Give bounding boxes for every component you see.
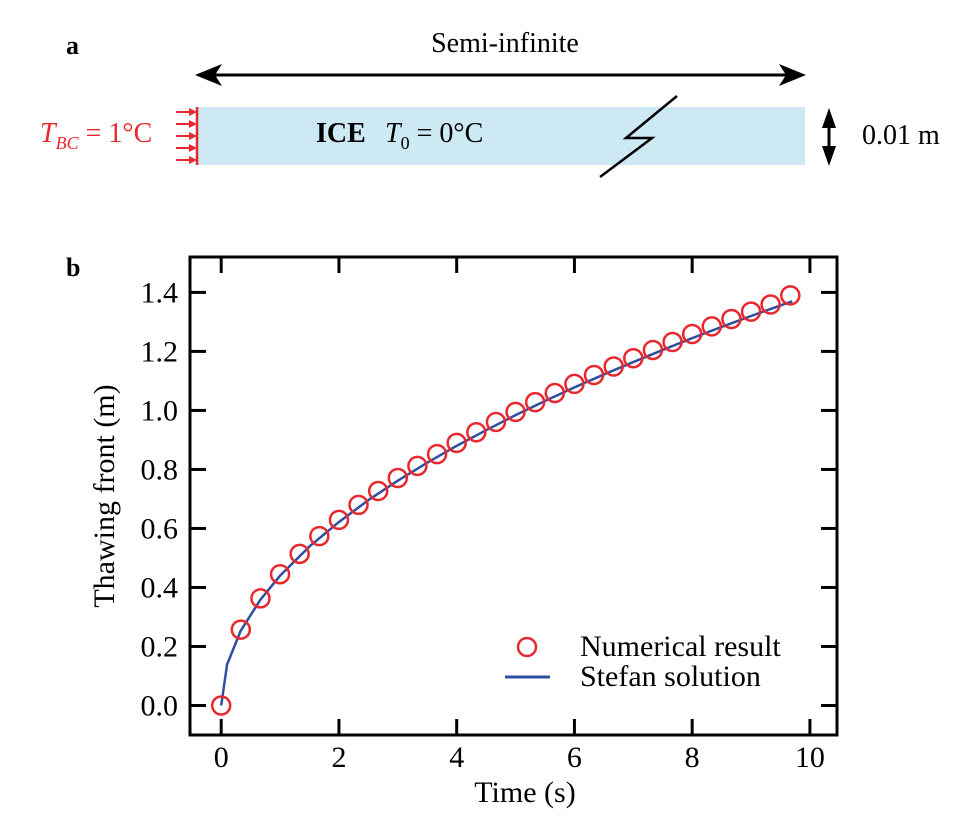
panel-b-label: b [66, 253, 80, 282]
numerical-result-point [662, 331, 683, 353]
break-symbol-icon [599, 95, 678, 178]
legend-marker-numerical [516, 636, 538, 658]
boundary-heat-arrows-icon [176, 107, 199, 165]
semi-infinite-arrow-icon [195, 64, 806, 86]
legend-label-stefan: Stefan solution [580, 660, 761, 693]
panel-b: b 0 2 4 6 8 10 0.0 0.2 0.4 0.6 0.8 1.0 1.2 1.4 Time (… [66, 253, 839, 809]
numerical-result-point [603, 356, 624, 377]
numerical-result-point [721, 308, 742, 330]
numerical-result-point [387, 467, 409, 489]
numerical-result-point [544, 382, 566, 404]
numerical-result-point [740, 301, 762, 322]
plot-frame [188, 255, 839, 737]
numerical-result-point [348, 494, 369, 516]
numerical-result-point [230, 619, 252, 640]
x-tick-label: 8 [685, 741, 700, 774]
bc-value: = 1°C [79, 118, 153, 149]
y-tick-label: 1.2 [141, 335, 179, 368]
t0-subscript: 0 [401, 133, 410, 153]
legend: Numerical result Stefan solution [505, 630, 781, 693]
numerical-result-point [269, 563, 291, 585]
numerical-result-point [760, 294, 781, 315]
y-tick-label: 0.8 [141, 453, 179, 486]
initial-temp-label: T0 = 0°C [385, 118, 483, 153]
bc-symbol: T [40, 118, 58, 149]
bc-subscript: BC [56, 133, 80, 153]
x-tick-label: 6 [567, 741, 582, 774]
numerical-result-point [780, 285, 801, 306]
numerical-result-point [681, 323, 703, 345]
legend-label-numerical: Numerical result [580, 630, 781, 663]
chart: 0 2 4 6 8 10 0.0 0.2 0.4 0.6 0.8 1.0 1.2 1.4 [141, 257, 837, 774]
panel-a-label: a [66, 31, 79, 60]
y-axis-label: Thawing front (m) [88, 384, 121, 607]
numerical-result-point [505, 401, 526, 423]
boundary-condition-label: TBC = 1°C [40, 118, 152, 153]
thickness-arrow-icon [822, 108, 836, 166]
numerical-result-point [328, 509, 350, 531]
t0-symbol: T [385, 118, 403, 149]
ice-domain [197, 107, 805, 165]
y-tick-label: 0.0 [141, 689, 179, 722]
y-tick-label: 0.4 [141, 571, 179, 604]
y-tick-label: 0.2 [141, 630, 179, 663]
numerical-result-point [309, 525, 330, 547]
numerical-result-point [426, 443, 448, 465]
numerical-result-point [583, 364, 605, 386]
numerical-result-point [623, 347, 644, 369]
x-tick-label: 2 [331, 741, 346, 774]
numerical-result-point [250, 588, 271, 609]
numerical-result-point [564, 373, 585, 395]
y-tick-label: 1.4 [141, 276, 179, 309]
numerical-result-point [466, 422, 487, 443]
ice-label: ICE [316, 118, 366, 149]
span-label: Semi-infinite [431, 28, 579, 59]
numerical-result-point [485, 411, 507, 433]
y-tick-label: 0.6 [141, 512, 179, 545]
numerical-result-point [367, 480, 389, 502]
x-tick-label: 4 [449, 741, 464, 774]
numerical-result-point [210, 695, 232, 716]
numerical-result-point [642, 339, 664, 361]
numerical-result-point [289, 543, 310, 565]
x-tick-label: 10 [795, 741, 825, 774]
x-tick-label: 0 [214, 741, 229, 774]
thickness-label: 0.01 m [862, 120, 940, 151]
t0-value: = 0°C [410, 118, 484, 149]
numerical-result-point [524, 391, 546, 413]
y-tick-label: 1.0 [141, 394, 179, 427]
x-axis-label: Time (s) [474, 776, 575, 809]
numerical-result-point [446, 432, 467, 454]
numerical-result-point [701, 316, 723, 337]
panel-a: a Semi-infinite TBC = 1°C ICE T0 = 0°C 0… [40, 28, 940, 178]
numerical-result-point [407, 455, 428, 477]
